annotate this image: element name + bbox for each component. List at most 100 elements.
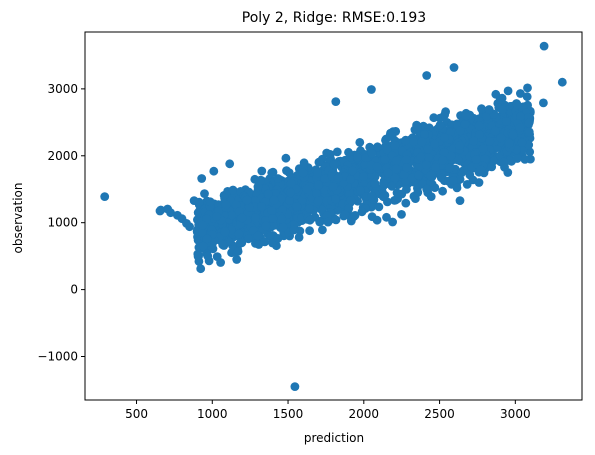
data-point	[212, 252, 222, 261]
data-point	[523, 83, 532, 93]
data-point	[314, 157, 324, 167]
data-point	[189, 196, 199, 206]
data-point	[441, 107, 450, 117]
data-point	[497, 105, 507, 115]
data-point	[501, 117, 511, 126]
data-point	[367, 212, 377, 222]
data-point	[512, 100, 522, 110]
data-point	[320, 185, 330, 195]
data-point	[517, 138, 527, 147]
data-point	[266, 232, 275, 241]
data-point	[237, 238, 247, 248]
data-point	[277, 214, 287, 224]
data-point	[200, 189, 209, 199]
data-point	[198, 220, 208, 230]
data-point	[387, 181, 397, 191]
data-point	[402, 185, 411, 194]
data-point	[455, 174, 465, 184]
data-point	[481, 112, 491, 121]
data-point	[391, 156, 401, 166]
data-point	[480, 154, 490, 164]
data-point	[446, 151, 456, 161]
data-point	[438, 186, 447, 196]
data-point	[504, 139, 514, 149]
data-point	[520, 155, 530, 164]
data-point	[516, 112, 525, 121]
data-point	[383, 168, 393, 178]
data-point	[273, 174, 283, 183]
data-point	[380, 155, 390, 165]
data-point	[220, 227, 230, 237]
data-point	[420, 130, 429, 139]
data-point	[478, 144, 488, 154]
data-point	[390, 141, 400, 150]
data-point	[299, 158, 309, 168]
data-point	[257, 202, 266, 212]
data-point	[440, 133, 449, 143]
data-point	[237, 213, 247, 223]
data-point	[198, 227, 207, 237]
data-point	[499, 157, 508, 167]
y-axis-label: observation	[11, 183, 25, 254]
data-point	[423, 144, 433, 154]
y-axis-ticks: −1000 0 1000 2000 3000	[37, 82, 85, 364]
data-point	[496, 133, 506, 143]
data-point	[320, 174, 330, 184]
data-point	[344, 147, 353, 157]
data-point	[318, 225, 327, 235]
data-point	[228, 185, 238, 195]
data-point	[212, 212, 222, 221]
data-point	[331, 194, 340, 204]
data-point	[438, 155, 448, 165]
data-point	[251, 213, 260, 223]
data-point	[269, 195, 279, 205]
data-point	[503, 86, 513, 96]
data-point	[422, 184, 432, 194]
data-point	[294, 233, 304, 242]
data-point	[194, 257, 204, 266]
data-point	[205, 197, 215, 207]
x-tick-label: 2500	[424, 407, 455, 421]
x-tick-label: 1000	[197, 407, 228, 421]
data-point	[374, 202, 384, 212]
data-point	[426, 171, 435, 181]
data-point	[264, 189, 273, 199]
data-point	[278, 222, 288, 232]
data-point	[268, 220, 278, 230]
y-tick-label: 0	[70, 283, 78, 297]
data-point	[416, 152, 426, 162]
data-point	[100, 192, 110, 202]
data-point	[539, 41, 549, 51]
data-point	[260, 237, 270, 247]
data-point	[388, 217, 397, 227]
data-point	[413, 188, 423, 197]
data-point	[367, 85, 376, 94]
data-point	[487, 162, 497, 172]
data-point	[202, 214, 212, 224]
data-point	[491, 89, 501, 99]
data-point	[289, 225, 299, 235]
data-point	[282, 166, 291, 176]
data-point	[512, 154, 522, 163]
data-point	[430, 139, 439, 149]
data-point	[413, 123, 422, 133]
data-point	[333, 173, 343, 183]
data-point	[197, 174, 207, 183]
data-point	[475, 130, 484, 139]
data-point	[455, 141, 464, 151]
data-point	[379, 179, 388, 188]
data-point	[444, 163, 454, 173]
data-point	[378, 192, 388, 202]
data-point	[298, 168, 308, 178]
data-point	[382, 212, 391, 222]
data-point	[305, 203, 314, 213]
data-point	[469, 136, 478, 146]
x-tick-label: 2000	[349, 407, 380, 421]
data-point	[331, 97, 341, 106]
data-point	[267, 206, 276, 216]
data-point	[261, 221, 271, 231]
data-point	[323, 217, 333, 227]
y-tick-label: 1000	[47, 216, 78, 230]
data-point	[359, 172, 368, 181]
